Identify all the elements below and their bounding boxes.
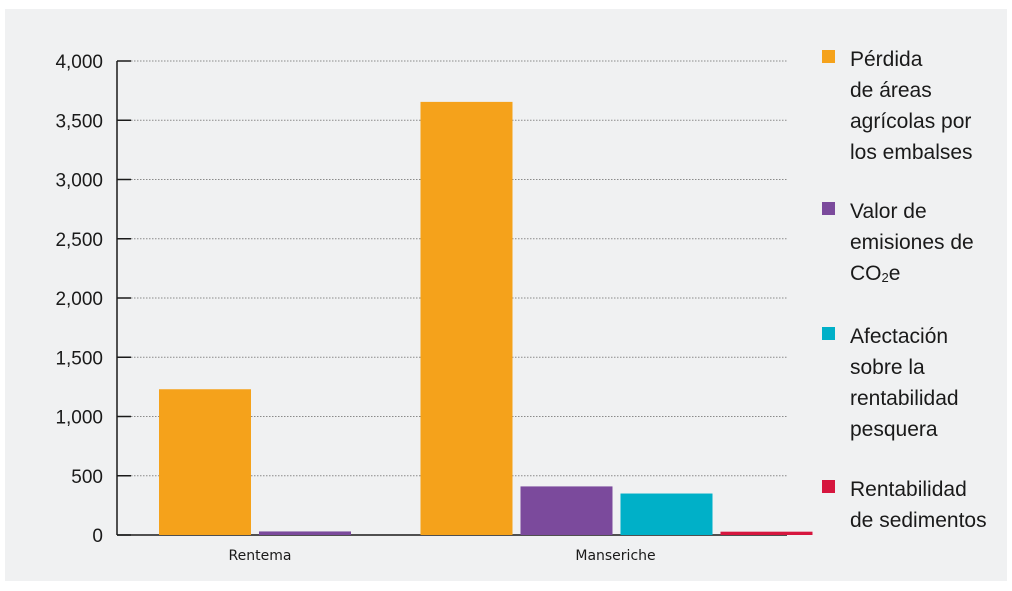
legend-swatch	[822, 50, 835, 63]
label-layer: 0 500 1,000 1,500 2,000 2,500 3,000 3,500 4,000 R…	[55, 52, 655, 564]
legend-label: Valor de emisiones de CO2e	[850, 196, 1010, 293]
legend-label-line: los embalses	[850, 141, 973, 164]
legend-swatch	[822, 480, 835, 493]
legend-label-line: agrícolas por	[850, 110, 972, 133]
bar	[259, 531, 351, 535]
y-tick-label: 2,500	[55, 230, 103, 251]
legend-label-line: de áreas	[850, 79, 932, 102]
legend-swatch	[822, 202, 835, 215]
legend-swatch	[822, 327, 835, 340]
legend-label: Pérdida de áreas agrícolas por los embalses	[850, 44, 1010, 168]
bar	[620, 493, 713, 535]
legend-label-line: rentabilidad	[850, 387, 959, 410]
legend-label-line: sobre la	[850, 356, 925, 379]
y-tick-label: 500	[71, 467, 103, 488]
legend-label-line: Afectación	[850, 325, 949, 348]
legend-label-line: Valor de	[850, 200, 927, 223]
y-tick-label: 4,000	[55, 52, 103, 73]
x-category-label: Rentema	[229, 548, 292, 564]
bar	[720, 531, 813, 535]
y-tick-label: 3,500	[55, 111, 103, 132]
legend-label: Rentabilidad de sedimentos	[850, 474, 1010, 536]
bar	[520, 486, 613, 535]
legend-label-line: CO2e	[850, 262, 901, 285]
bar	[159, 389, 251, 535]
y-tick-label: 3,000	[55, 171, 103, 192]
bar	[420, 101, 513, 535]
y-tick-label: 0	[92, 526, 103, 547]
legend-label-line: pesquera	[850, 418, 938, 441]
legend-label-line: Rentabilidad	[850, 478, 967, 501]
legend-label: Afectación sobre la rentabilidad pesquera	[850, 321, 1010, 445]
legend-label-line: Pérdida	[850, 48, 923, 71]
y-tick-label: 1,500	[55, 348, 103, 369]
bar-layer	[159, 101, 813, 535]
x-category-label: Manseriche	[575, 548, 655, 564]
legend-label-line: de sedimentos	[850, 509, 987, 532]
y-tick-label: 1,000	[55, 408, 103, 429]
y-tick-label: 2,000	[55, 289, 103, 310]
legend-label-line: emisiones de	[850, 231, 974, 254]
